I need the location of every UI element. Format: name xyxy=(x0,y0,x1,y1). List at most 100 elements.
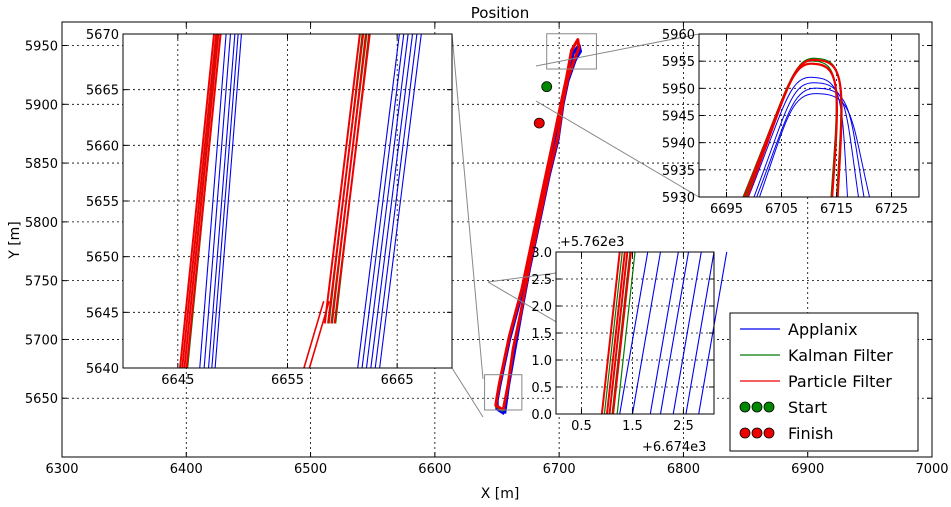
connector-line-top-right-a xyxy=(535,33,700,67)
main-ytick-label: 5700 xyxy=(25,333,58,348)
zoom-boxes xyxy=(484,33,597,411)
inset-left-particle-line xyxy=(308,300,330,369)
inset-left-ytick-label: 5660 xyxy=(86,139,119,154)
inset-middle-right-ytick-label: 3.0 xyxy=(531,246,552,261)
inset-middle-right-ytick-label: 1.5 xyxy=(531,327,552,342)
inset-left-applanix-line xyxy=(379,33,422,369)
inset-top-right-applanix-line xyxy=(753,82,859,198)
inset-middle-right-x-offset: +6.674e3 xyxy=(642,440,706,455)
inset-middle-right-lines xyxy=(600,251,728,415)
legend-label-particle-filter: Particle Filter xyxy=(788,372,892,391)
inset-top-right-ytick-label: 5955 xyxy=(662,55,695,70)
inset-middle-right-ticks: 0.5 1.5 2.5 0.0 0.5 1.0 1.5 2.0 2.5 3.0 xyxy=(531,246,714,434)
inset-left-applanix-line xyxy=(365,33,409,369)
inset-left: 6645 6655 6665 5640 5645 5650 5655 5660 5665 5670 xyxy=(86,28,453,388)
main-xtick-label: 6700 xyxy=(543,462,576,477)
main-xtick-label: 6300 xyxy=(45,462,78,477)
main-ticks: 6300 6400 6500 6600 6700 6800 6900 7000 5650 5700… xyxy=(25,22,949,477)
inset-middle-right-particle-line xyxy=(600,251,621,415)
main-ytick-label: 5900 xyxy=(25,98,58,113)
inset-middle-right-ytick-label: 1.0 xyxy=(531,354,552,369)
connector-line-top-right-b xyxy=(535,100,700,198)
legend-label-kalman-filter: Kalman Filter xyxy=(788,346,893,365)
inset-middle-right-xtick-label: 0.5 xyxy=(571,419,592,434)
inset-middle-right-y-offset: +5.762e3 xyxy=(560,235,624,250)
chart-title: Position xyxy=(471,4,529,22)
inset-top-right-ticks: 6695 6705 6715 6725 5930 5935 5940 5945 5950 5955… xyxy=(662,28,919,217)
inset-middle-right-xtick-label: 1.5 xyxy=(622,419,643,434)
inset-middle-right-particle-line xyxy=(608,251,629,415)
main-xtick-label: 6600 xyxy=(418,462,451,477)
zoom-box-left xyxy=(484,374,523,411)
inset-left-particle-line xyxy=(330,33,368,324)
inset-top-right-applanix-line xyxy=(759,93,870,198)
inset-left-particle-line xyxy=(181,33,218,369)
inset-middle-right-particle-line xyxy=(612,251,632,415)
inset-middle-right-ytick-label: 0.0 xyxy=(531,408,552,423)
main-xtick-label: 7000 xyxy=(915,462,948,477)
main-xtick-label: 6800 xyxy=(667,462,700,477)
inset-top-right-applanix-line xyxy=(748,76,848,198)
y-axis-label: Y [m] xyxy=(7,221,23,260)
inset-left-applanix-line xyxy=(357,33,400,369)
inset-middle-right-border xyxy=(555,251,715,415)
inset-left-applanix-line xyxy=(374,33,418,369)
legend-marker-start xyxy=(739,401,751,413)
inset-middle-right-applanix-line xyxy=(672,251,702,415)
inset-left-applanix-line xyxy=(361,33,405,369)
legend-marker-start xyxy=(751,401,763,413)
inset-top-right-applanix-line xyxy=(756,87,865,198)
inset-left-ytick-label: 5670 xyxy=(86,28,119,43)
main-plot-border xyxy=(61,21,933,458)
main-series xyxy=(494,38,582,415)
inset-left-applanix-line xyxy=(370,33,414,369)
inset-top-right-particle-line xyxy=(746,58,843,198)
connector-line-left-top xyxy=(451,33,484,380)
main-xtick-label: 6400 xyxy=(170,462,203,477)
inset-middle-right-xtick-label: 2.5 xyxy=(673,419,694,434)
inset-left-border xyxy=(122,33,453,369)
inset-left-particle-line xyxy=(185,33,222,369)
main-ytick-label: 5850 xyxy=(25,157,58,172)
inset-middle-right-applanix-line xyxy=(649,251,679,415)
inset-middle-right-applanix-line xyxy=(619,251,649,415)
legend-marker-start xyxy=(763,401,775,413)
inset-top-right-ytick-label: 5935 xyxy=(662,164,695,179)
inset-middle-right-ytick-label: 2.0 xyxy=(531,300,552,315)
inset-top-right-xtick-label: 6705 xyxy=(765,202,798,217)
main-ytick-label: 5950 xyxy=(25,40,58,55)
inset-top-right-ytick-label: 5940 xyxy=(662,137,695,152)
inset-middle-right-ytick-label: 2.5 xyxy=(531,273,552,288)
inset-top-right-xtick-label: 6725 xyxy=(875,202,908,217)
inset-left-applanix-line xyxy=(199,33,227,369)
inset-middle-right-kalman-line xyxy=(603,251,623,415)
inset-middle-right-applanix-line xyxy=(631,251,662,415)
inset-left-ytick-label: 5640 xyxy=(86,362,119,377)
main-xtick-label: 6500 xyxy=(294,462,327,477)
start-marker xyxy=(541,81,553,93)
inset-left-xtick-label: 6645 xyxy=(161,373,194,388)
legend: Applanix Kalman Filter Particle Filter Star… xyxy=(729,312,919,452)
inset-left-ytick-label: 5665 xyxy=(86,84,119,99)
inset-left-applanix-line xyxy=(214,33,242,369)
legend-box xyxy=(729,312,919,452)
inset-top-right-xtick-label: 6715 xyxy=(820,202,853,217)
inset-middle-right: 0.5 1.5 2.50.00.51.01.52.02.53.0 +5.762e3 … xyxy=(531,235,728,455)
inset-left-particle-line xyxy=(183,33,220,369)
inset-top-right-ytick-label: 5950 xyxy=(662,82,695,97)
x-axis-label: X [m] xyxy=(481,486,520,502)
main-xtick-label: 6900 xyxy=(791,462,824,477)
main-ytick-label: 5800 xyxy=(25,216,58,231)
inset-middle-right-ytick-label: 0.5 xyxy=(531,381,552,396)
connector-line-left-bottom xyxy=(451,367,484,418)
inset-middle-right-particle-line xyxy=(605,251,626,415)
zoom-box-top-right xyxy=(546,33,597,70)
inset-middle-right-kalman-line xyxy=(616,251,636,415)
inset-left-ytick-label: 5650 xyxy=(86,251,119,266)
inset-top-right-border xyxy=(698,33,920,198)
legend-label-finish: Finish xyxy=(788,424,834,443)
inset-left-applanix-line xyxy=(207,33,236,369)
inset-middle-right-applanix-line xyxy=(659,251,690,415)
finish-marker xyxy=(533,117,545,129)
